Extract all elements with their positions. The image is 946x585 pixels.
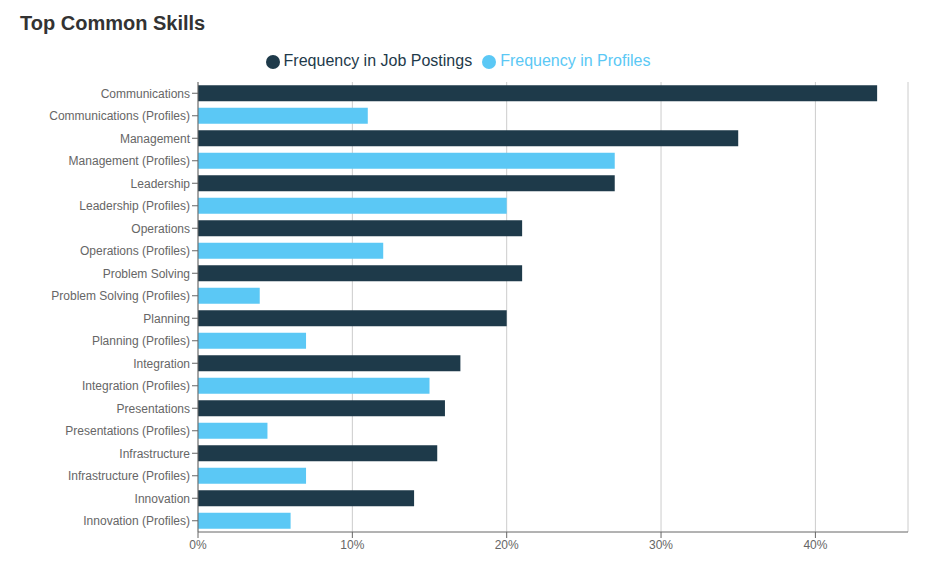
svg-text:Planning: Planning bbox=[143, 312, 190, 326]
svg-text:Problem Solving (Profiles): Problem Solving (Profiles) bbox=[51, 289, 190, 303]
svg-text:Leadership: Leadership bbox=[131, 177, 191, 191]
html-text:Frequency in Job Postings: Frequency in Job Postings bbox=[283, 52, 473, 69]
svg-text:Operations: Operations bbox=[131, 222, 190, 236]
svg-text:Infrastructure: Infrastructure bbox=[119, 447, 190, 461]
svg-text:Problem Solving: Problem Solving bbox=[103, 267, 190, 281]
html-text:Top Common Skills: Top Common Skills bbox=[20, 12, 206, 34]
svg-text:Innovation: Innovation bbox=[135, 492, 190, 506]
svg-text:Planning (Profiles): Planning (Profiles) bbox=[92, 334, 190, 348]
svg-text:Communications (Profiles): Communications (Profiles) bbox=[49, 109, 190, 123]
svg-text:Innovation (Profiles): Innovation (Profiles) bbox=[83, 514, 190, 528]
svg-text:20%: 20% bbox=[495, 538, 519, 552]
svg-text:Management: Management bbox=[120, 132, 191, 146]
svg-text:40%: 40% bbox=[803, 538, 827, 552]
svg-text:Communications: Communications bbox=[101, 87, 190, 101]
svg-text:0%: 0% bbox=[189, 538, 207, 552]
svg-text:Integration: Integration bbox=[133, 357, 190, 371]
svg-text:Leadership (Profiles): Leadership (Profiles) bbox=[79, 199, 190, 213]
svg-text:Integration (Profiles): Integration (Profiles) bbox=[82, 379, 190, 393]
svg-text:Presentations: Presentations bbox=[117, 402, 190, 416]
svg-text:10%: 10% bbox=[340, 538, 364, 552]
svg-text:Operations (Profiles): Operations (Profiles) bbox=[80, 244, 190, 258]
svg-text:Infrastructure (Profiles): Infrastructure (Profiles) bbox=[68, 469, 190, 483]
html-text:Frequency in Profiles: Frequency in Profiles bbox=[500, 52, 651, 69]
svg-text:Management (Profiles): Management (Profiles) bbox=[69, 154, 190, 168]
svg-text:Presentations (Profiles): Presentations (Profiles) bbox=[65, 424, 190, 438]
svg-text:30%: 30% bbox=[649, 538, 673, 552]
